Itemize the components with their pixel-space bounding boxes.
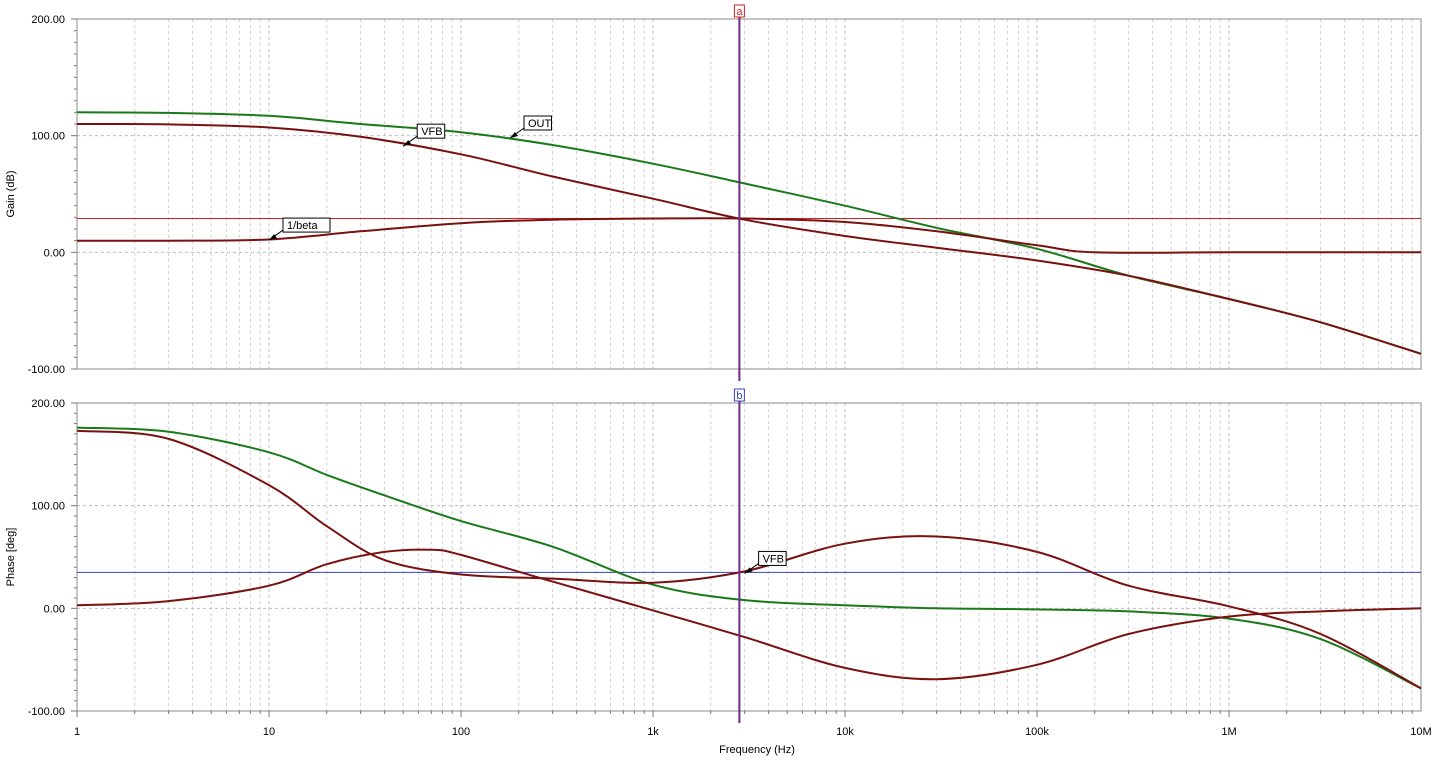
series-label-box (416, 123, 446, 139)
plot-frame (76, 402, 1422, 712)
series-line-out (76, 426, 1422, 690)
x-axis-title: Frequency (Hz) (719, 744, 795, 756)
x-tick-label: 1 (74, 726, 80, 738)
y-tick-label: 0.00 (44, 247, 65, 259)
label-arrow-icon (269, 234, 277, 241)
series-line-vfb (76, 123, 1422, 355)
series-label: 1/beta (287, 220, 318, 232)
y-tick-label: -100.00 (28, 706, 65, 718)
y-axis-title: Phase [deg] (5, 528, 17, 587)
series-label-box (282, 217, 331, 233)
x-tick-label: 100 (452, 726, 470, 738)
cursor-marker (733, 4, 745, 18)
phase-panel: 200.00 100.00 0.00 -100.00 Phase [deg] b VFB 1 1… (5, 388, 1432, 738)
series-label: VFB (763, 553, 784, 565)
y-tick-label: 100.00 (31, 131, 65, 143)
cursor-label: a (736, 6, 743, 18)
label-arrow-icon (744, 567, 753, 574)
label-arrow-icon (510, 132, 519, 138)
gain-panel: 200.00 100.00 0.00 -100.00 Gain (dB) a OUT VFB 1… (5, 4, 1422, 381)
y-tick-label: -100.00 (28, 364, 65, 376)
y-tick-label: 0.00 (44, 603, 65, 615)
series-label-box (758, 550, 787, 566)
x-tick-label: 100k (1025, 726, 1049, 738)
label-arrow-icon (403, 140, 412, 147)
x-tick-label: 10M (1410, 726, 1431, 738)
x-tick-label: 1k (647, 726, 659, 738)
series-label: VFB (421, 126, 442, 138)
series-line-1-beta (76, 548, 1422, 681)
cursor-marker (733, 388, 745, 402)
y-axis-title: Gain (dB) (5, 170, 17, 217)
series-label: OUT (528, 118, 552, 130)
series-line-vfb (76, 429, 1422, 690)
cursor-label: b (736, 390, 742, 402)
x-tick-label: 1M (1221, 726, 1236, 738)
y-tick-label: 100.00 (31, 501, 65, 513)
series-line-1-beta (76, 217, 1421, 254)
plot-frame (76, 18, 1422, 370)
y-tick-label: 200.00 (31, 398, 65, 410)
x-tick-label: 10k (836, 726, 854, 738)
series-label-box (523, 115, 553, 131)
x-tick-label: 10 (263, 726, 275, 738)
y-tick-label: 200.00 (31, 14, 65, 26)
